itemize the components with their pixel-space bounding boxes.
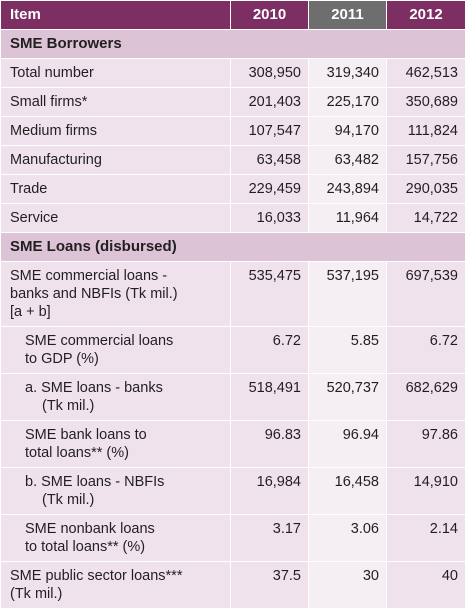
table-row: Medium firms 107,547 94,170 111,824 (1, 117, 465, 146)
row-label: SME commercial loans to GDP (%) (1, 327, 231, 374)
row-label: Small firms* (1, 88, 231, 117)
cell-2010: 16,033 (231, 204, 309, 233)
cell-2012: 682,629 (387, 374, 465, 421)
row-label-line: SME public sector loans*** (10, 567, 226, 585)
cell-2012: 697,539 (387, 262, 465, 327)
row-label-line: (Tk mil.) (10, 585, 226, 603)
cell-2012: 290,035 (387, 175, 465, 204)
row-label: SME nonbank loans to total loans** (%) (1, 515, 231, 562)
cell-2010: 63,458 (231, 146, 309, 175)
header-year-2010: 2010 (231, 1, 309, 30)
row-label-line: to total loans** (%) (25, 538, 226, 556)
cell-2010: 308,950 (231, 59, 309, 88)
table-row: b. SME loans - NBFIs (Tk mil.) 16,984 16… (1, 468, 465, 515)
row-label: SME public sector loans*** (Tk mil.) (1, 562, 231, 609)
row-label-line: [a + b] (10, 303, 226, 321)
row-label-line: banks and NBFIs (Tk mil.) (10, 285, 226, 303)
row-label-line: to GDP (%) (25, 350, 226, 368)
cell-2010: 3.17 (231, 515, 309, 562)
table-row: Service 16,033 11,964 14,722 (1, 204, 465, 233)
cell-2011: 225,170 (309, 88, 387, 117)
row-label-line: total loans** (%) (25, 444, 226, 462)
row-label-line: SME nonbank loans (25, 520, 226, 538)
row-label: Manufacturing (1, 146, 231, 175)
cell-2012: 350,689 (387, 88, 465, 117)
row-label: SME bank loans to total loans** (%) (1, 421, 231, 468)
cell-2012: 2.14 (387, 515, 465, 562)
row-label: Service (1, 204, 231, 233)
table-row: Manufacturing 63,458 63,482 157,756 (1, 146, 465, 175)
table-row: SME nonbank loans to total loans** (%) 3… (1, 515, 465, 562)
cell-2010: 37.5 (231, 562, 309, 609)
cell-2010: 229,459 (231, 175, 309, 204)
row-label-line: SME commercial loans - (10, 267, 226, 285)
cell-2011: 63,482 (309, 146, 387, 175)
cell-2011: 11,964 (309, 204, 387, 233)
header-item: Item (1, 1, 231, 30)
row-label: Total number (1, 59, 231, 88)
cell-2010: 518,491 (231, 374, 309, 421)
cell-2010: 16,984 (231, 468, 309, 515)
cell-2010: 107,547 (231, 117, 309, 146)
cell-2012: 111,824 (387, 117, 465, 146)
row-label: b. SME loans - NBFIs (Tk mil.) (1, 468, 231, 515)
table-row: SME bank loans to total loans** (%) 96.8… (1, 421, 465, 468)
cell-2012: 157,756 (387, 146, 465, 175)
cell-2010: 201,403 (231, 88, 309, 117)
table-row: Total number 308,950 319,340 462,513 (1, 59, 465, 88)
cell-2011: 319,340 (309, 59, 387, 88)
row-label: SME commercial loans - banks and NBFIs (… (1, 262, 231, 327)
row-label: Medium firms (1, 117, 231, 146)
cell-2011: 537,195 (309, 262, 387, 327)
row-label-line: SME bank loans to (25, 426, 226, 444)
table-row: a. SME loans - banks (Tk mil.) 518,491 5… (1, 374, 465, 421)
header-year-2012: 2012 (387, 1, 465, 30)
cell-2012: 6.72 (387, 327, 465, 374)
cell-2011: 16,458 (309, 468, 387, 515)
header-year-2011: 2011 (309, 1, 387, 30)
cell-2012: 14,910 (387, 468, 465, 515)
cell-2010: 535,475 (231, 262, 309, 327)
row-label-line: (Tk mil.) (25, 491, 226, 509)
cell-2011: 520,737 (309, 374, 387, 421)
cell-2011: 30 (309, 562, 387, 609)
row-label-line: SME commercial loans (25, 332, 226, 350)
row-label: a. SME loans - banks (Tk mil.) (1, 374, 231, 421)
cell-2012: 462,513 (387, 59, 465, 88)
table-row: SME commercial loans to GDP (%) 6.72 5.8… (1, 327, 465, 374)
section-header-row: SME Loans (disbursed) (1, 233, 465, 262)
cell-2011: 5.85 (309, 327, 387, 374)
table-row: SME commercial loans - banks and NBFIs (… (1, 262, 465, 327)
section-title-sme-loans: SME Loans (disbursed) (1, 233, 465, 262)
cell-2011: 94,170 (309, 117, 387, 146)
table-row: SME public sector loans*** (Tk mil.) 37.… (1, 562, 465, 609)
header-row: Item 2010 2011 2012 (1, 1, 465, 30)
cell-2012: 14,722 (387, 204, 465, 233)
section-header-row: SME Borrowers (1, 30, 465, 59)
table-row: Small firms* 201,403 225,170 350,689 (1, 88, 465, 117)
cell-2011: 96.94 (309, 421, 387, 468)
cell-2012: 97.86 (387, 421, 465, 468)
section-title-sme-borrowers: SME Borrowers (1, 30, 465, 59)
row-label: Trade (1, 175, 231, 204)
cell-2012: 40 (387, 562, 465, 609)
cell-2010: 96.83 (231, 421, 309, 468)
cell-2011: 243,894 (309, 175, 387, 204)
cell-2011: 3.06 (309, 515, 387, 562)
row-label-line: b. SME loans - NBFIs (25, 473, 226, 491)
cell-2010: 6.72 (231, 327, 309, 374)
row-label-line: a. SME loans - banks (25, 379, 226, 397)
row-label-line: (Tk mil.) (25, 397, 226, 415)
table-row: Trade 229,459 243,894 290,035 (1, 175, 465, 204)
